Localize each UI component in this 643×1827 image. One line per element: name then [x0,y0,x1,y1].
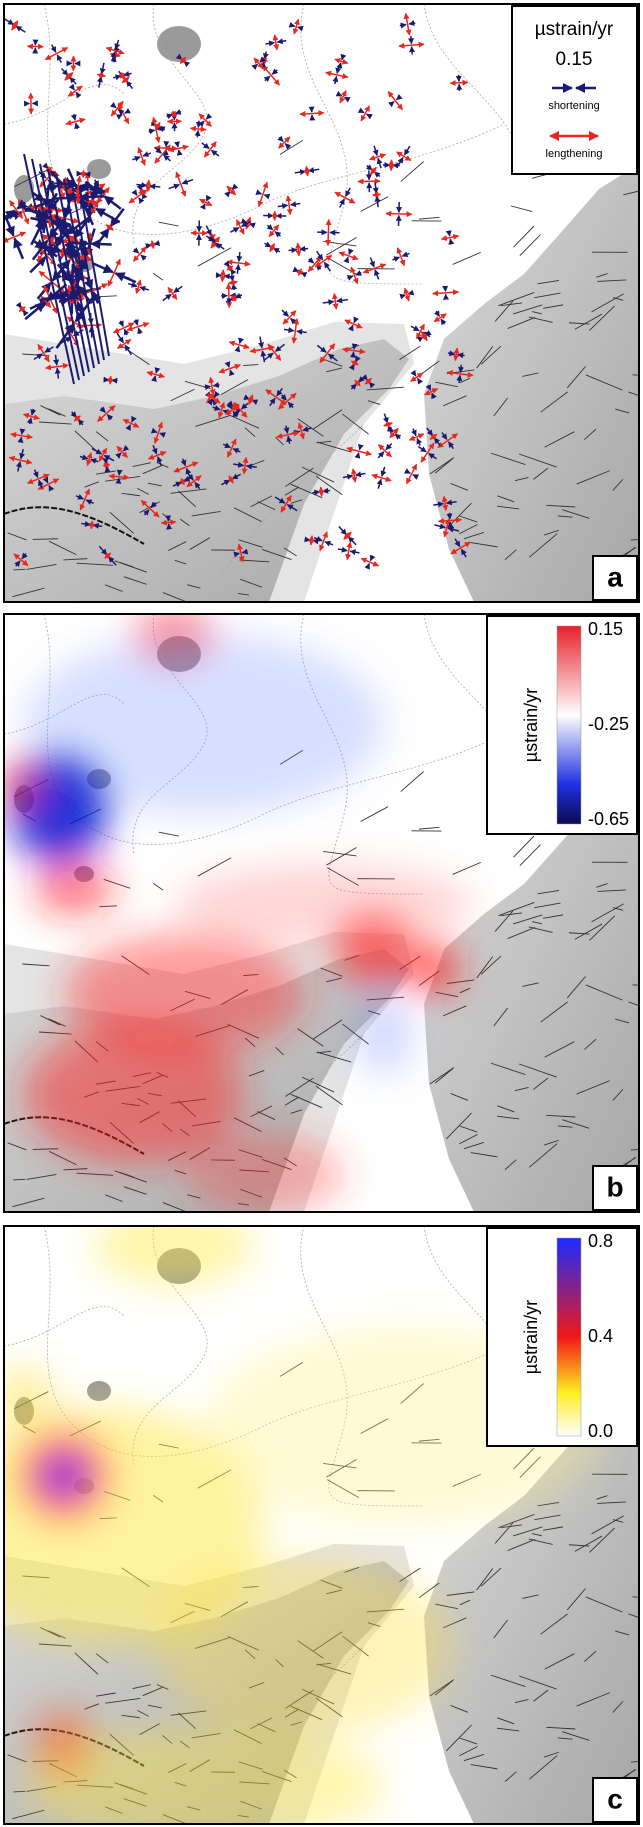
shortening-arrow [91,244,111,245]
panel-label: c [607,1783,623,1814]
shortening-arrow [177,143,178,147]
strain-blob [354,994,414,1074]
strain-blob [1,759,37,809]
shortening-arrow [155,376,156,378]
strain-blob [184,1134,344,1214]
shortening-arrow [449,231,450,236]
shortening-arrow [460,365,461,373]
shortening-arrow [313,541,317,542]
lengthening-arrow [450,82,468,83]
lengthening-arrow [386,214,412,215]
strain-blob [174,864,474,944]
colorbar-tick-label: 0.8 [588,1231,613,1251]
colorbar-title: µstrain/yr [521,1300,541,1374]
shortening-arrow [132,420,133,422]
map-panel: µstrain/yr 0.15 shortening lengthening a [0,4,643,605]
lengthening-arrow [88,173,89,206]
shortening-arrow [289,250,297,251]
lengthening-arrow [228,284,229,308]
shortening-arrow [459,375,460,383]
shortening-arrow [140,188,141,191]
lengthening-arrow [103,465,110,466]
shortening-arrow [79,196,104,197]
shortening-arrow [233,284,234,290]
colorbar-tick-label: -0.65 [588,809,629,829]
colorbar-tick-label: 0.15 [588,619,623,639]
strain-blob [154,1556,454,1736]
shortening-arrow [198,121,199,128]
shortening-arrow [204,386,210,387]
map-panel: µstrain/yr 0.15 -0.25 -0.65 b [1,604,643,1215]
shortening-arrow [306,540,310,541]
shortening-arrow [129,425,130,427]
figure: µstrain/yr0.15shorteninglengtheningaµstr… [0,0,643,1827]
legend-title: µstrain/yr [535,19,614,40]
lengthening-arrow [155,148,177,149]
colorbar-tick-label: 0.0 [588,1421,613,1441]
shortening-arrow [240,341,241,344]
fault [13,1791,25,1792]
shortening-arrow [458,355,465,356]
colorbar-tick-label: -0.25 [588,714,629,734]
shortening-arrow [300,249,308,250]
shortening-arrow [411,36,412,44]
legend: µstrain/yr 0.15 shortening lengthening [512,6,637,174]
strain-blob [42,1458,86,1494]
legend-lengthening: lengthening [546,148,603,160]
lengthening-arrow [78,191,79,203]
fault [13,569,25,570]
colorbar-title: µstrain/yr [521,688,541,762]
shortening-arrow [298,27,302,28]
shortening-arrow [242,552,245,553]
colorbar-tick-label: 0.4 [588,1326,613,1346]
colorbar-ramp [557,1238,581,1436]
shortening-arrow [179,150,180,154]
colorbar-ramp [557,626,581,824]
shortening-arrow [224,276,229,277]
lengthening-arrow [110,376,111,384]
colorbar: µstrain/yr 0.15 -0.25 -0.65 [487,616,637,834]
shortening-arrow [213,385,219,386]
shortening-arrow [68,243,88,244]
shortening-arrow [448,353,455,354]
legend-scale: 0.15 [556,49,593,70]
lengthening-arrow [91,521,92,529]
shortening-arrow [291,25,295,26]
shortening-arrow [237,553,240,554]
shortening-arrow [412,47,413,55]
strain-blob [24,1024,244,1164]
strain-blob [94,1206,254,1286]
shortening-arrow [353,352,354,357]
panel-label: a [607,561,623,592]
map-panel: µstrain/yr 0.8 0.4 0.0 c [0,1206,643,1827]
legend-shortening: shortening [548,100,599,112]
shortening-arrow [450,239,451,244]
panel-label: b [606,1171,623,1202]
shortening-arrow [52,198,77,199]
shortening-arrow [197,130,198,137]
shortening-arrow [354,344,355,349]
shortening-arrow [312,492,319,493]
lengthening-arrow [373,194,381,195]
shortening-arrow [349,251,350,254]
strain-blob [409,944,459,994]
lengthening-arrow [328,220,329,246]
shortening-arrow [238,346,239,349]
shortening-arrow [232,275,233,281]
shortening-arrow [347,257,348,260]
colorbar: µstrain/yr 0.8 0.4 0.0 [487,1228,637,1446]
volcano [87,1381,111,1401]
volcano [87,159,111,179]
shortening-arrow [323,491,330,492]
strain-blob [34,864,114,914]
shortening-arrow [216,275,221,276]
shortening-arrow [156,371,157,373]
fault [13,1179,25,1180]
